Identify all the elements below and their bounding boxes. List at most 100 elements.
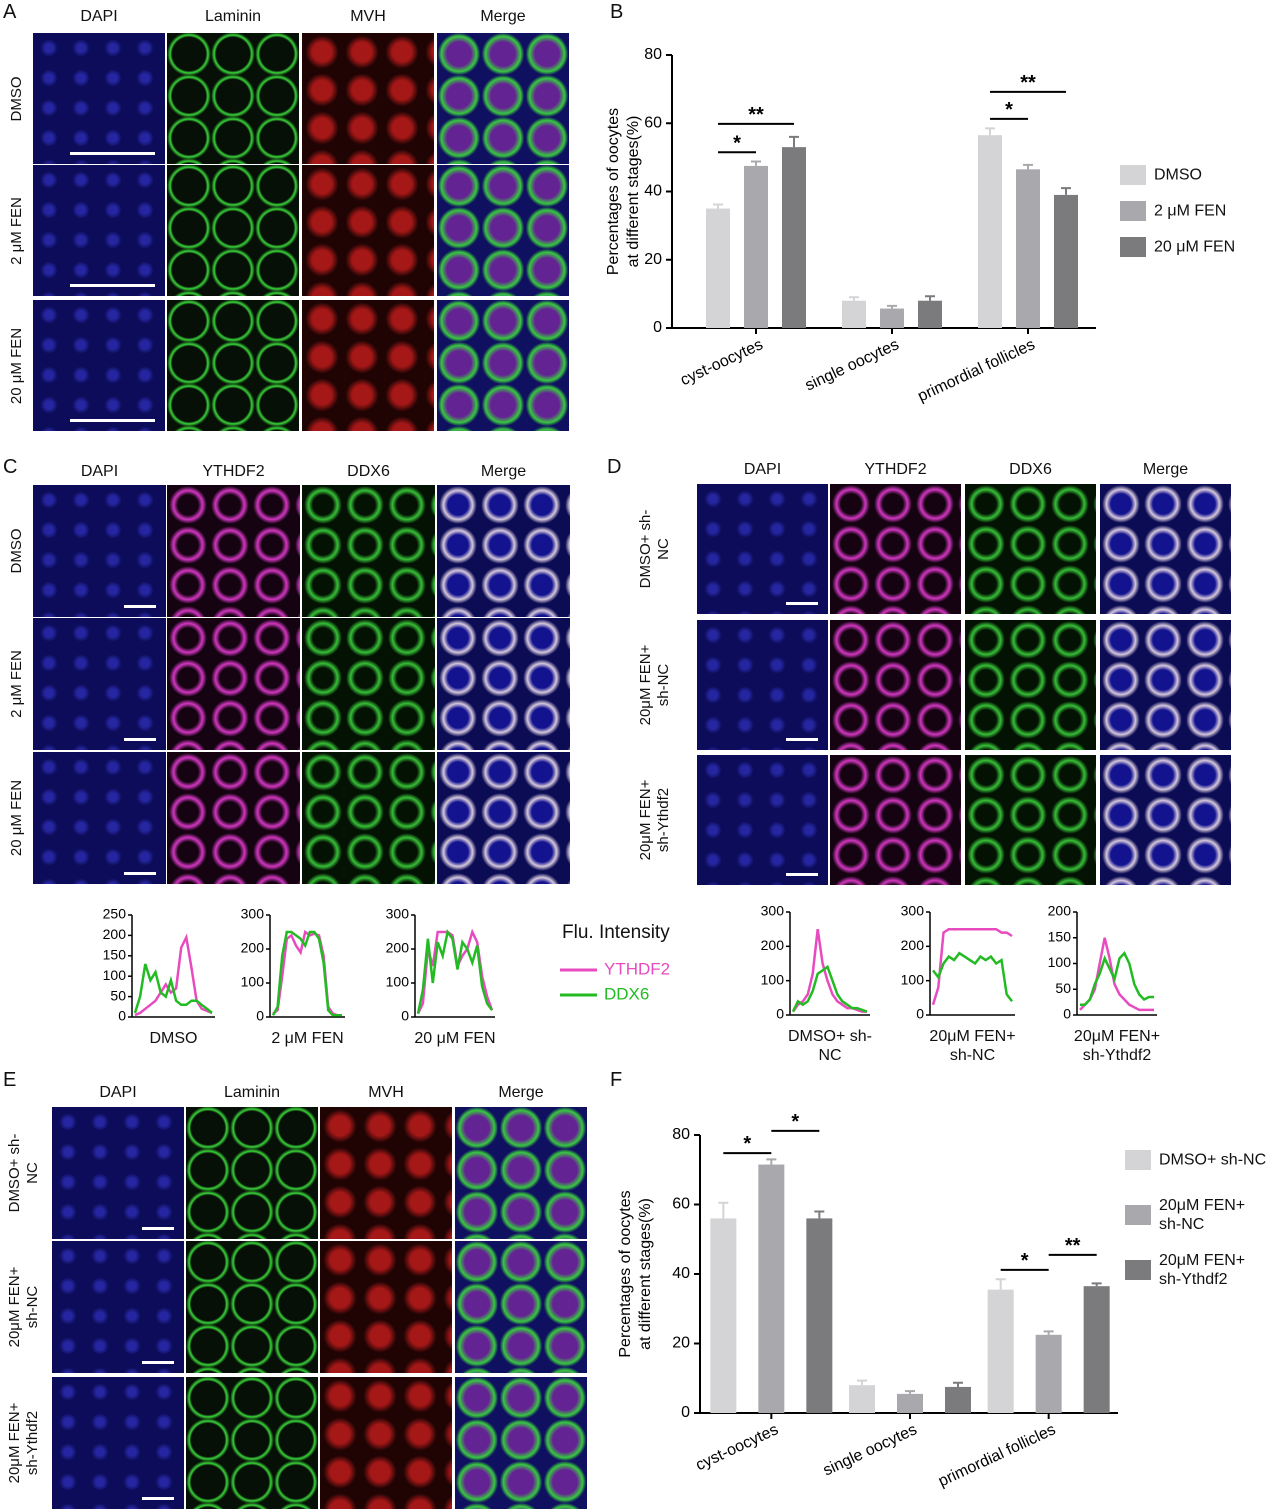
column-header: DAPI: [80, 8, 118, 25]
panel-letter: E: [3, 1069, 17, 1091]
y-tick-label: 20: [672, 1335, 690, 1352]
y-tick-label: 0: [401, 1008, 409, 1024]
row-label: DMSO+ sh-NC: [637, 509, 672, 589]
micrograph: [302, 165, 434, 296]
y-tick-label: 150: [1048, 928, 1072, 944]
column-header: DAPI: [80, 463, 119, 480]
legend-swatch: [1120, 165, 1146, 185]
micrograph: [167, 300, 299, 431]
micrograph: [455, 1241, 587, 1373]
bar: [1035, 1334, 1062, 1413]
micrograph: [437, 485, 570, 617]
panel-letter: F: [610, 1069, 623, 1091]
column-header: Laminin: [223, 1084, 281, 1101]
bar: [849, 1385, 875, 1413]
legend-swatch: [1120, 201, 1146, 221]
panel-letter: C: [3, 456, 18, 478]
error-bar: [1023, 163, 1033, 170]
column-header: YTHDF2: [864, 461, 927, 478]
micrograph: [52, 1377, 184, 1509]
micrograph: [830, 620, 961, 750]
y-tick-label: 100: [761, 971, 785, 987]
chart-title: 20μM FEN+ sh-Ythdf2: [1073, 1028, 1161, 1065]
micrograph: [167, 33, 299, 164]
chart-title: 20 μM FEN: [414, 1030, 496, 1047]
y-tick-label: 0: [118, 1008, 126, 1024]
scale-bar: [786, 602, 818, 605]
bar: [710, 1218, 737, 1413]
bar: [706, 208, 730, 328]
legend-label: 20μM FEN+ sh-Ythdf2: [1159, 1251, 1246, 1288]
micrograph: [167, 165, 299, 296]
intensity-line: [133, 963, 213, 1014]
chart-title: DMSO+ sh-NC: [787, 1028, 872, 1065]
y-tick-label: 200: [386, 940, 410, 956]
error-bar: [713, 203, 723, 209]
y-tick-label: 200: [761, 937, 785, 953]
intensity-line: [931, 927, 1013, 1006]
chart-title: 20μM FEN+ sh-NC: [929, 1028, 1016, 1065]
legend-title: Flu. Intensity: [562, 922, 670, 943]
intensity-line: [1080, 951, 1154, 1006]
micrograph: [302, 618, 435, 750]
error-bar: [1061, 187, 1071, 195]
row-label: 20μM FEN+ sh-NC: [6, 1266, 41, 1348]
y-tick-label: 200: [901, 937, 925, 953]
bar: [987, 1289, 1014, 1413]
micrograph: [697, 484, 828, 614]
y-tick-label: 300: [386, 906, 410, 922]
intensity-line: [416, 928, 494, 1014]
micrograph: [33, 300, 165, 431]
column-header: MVH: [350, 8, 386, 25]
intensity-line: [791, 964, 868, 1013]
error-bar: [718, 1201, 729, 1219]
y-tick-label: 50: [110, 987, 126, 1003]
panel-letter: B: [610, 1, 624, 23]
row-label: DMSO: [8, 76, 25, 121]
legend-label: DDX6: [604, 984, 649, 1003]
micrograph: [437, 165, 569, 296]
micrograph: [830, 755, 961, 885]
micrograph: [697, 755, 828, 885]
micrograph: [302, 33, 434, 164]
scale-bar: [70, 419, 155, 422]
legend-swatch: [1125, 1260, 1151, 1280]
error-bar: [789, 135, 799, 148]
y-tick-label: 100: [103, 967, 127, 983]
column-header: Merge: [480, 8, 526, 25]
column-header: DAPI: [743, 461, 782, 478]
micrograph: [437, 300, 569, 431]
y-tick-label: 0: [916, 1006, 924, 1022]
y-tick-label: 20: [644, 251, 662, 268]
significance-label: *: [1005, 99, 1013, 121]
legend-label: DMSO+ sh-NC: [1159, 1151, 1267, 1169]
scale-bar: [124, 738, 156, 741]
y-tick-label: 60: [644, 114, 662, 131]
legend-swatch: [1125, 1150, 1151, 1170]
legend-swatch: [1125, 1205, 1151, 1225]
micrograph: [1100, 484, 1231, 614]
micrograph: [167, 485, 300, 617]
error-bar: [857, 1379, 867, 1386]
y-axis-label: Percentages of oocytes: [605, 108, 622, 275]
column-header: Merge: [480, 463, 527, 480]
error-bar: [1091, 1282, 1102, 1287]
error-bar: [985, 127, 995, 136]
legend-swatch: [1120, 237, 1146, 257]
micrograph: [830, 484, 961, 614]
micrograph: [52, 1241, 184, 1373]
column-header: Laminin: [204, 8, 262, 25]
y-tick-label: 50: [1055, 980, 1071, 996]
x-tick-label: cyst-oocytes: [678, 336, 766, 389]
error-bar: [905, 1390, 915, 1394]
y-tick-label: 0: [681, 1404, 690, 1421]
y-tick-label: 40: [672, 1265, 690, 1282]
micrograph: [33, 485, 166, 617]
bar: [744, 165, 768, 328]
column-header: DDX6: [1009, 461, 1052, 478]
y-tick-label: 0: [776, 1006, 784, 1022]
y-tick-label: 80: [672, 1126, 690, 1143]
chart-title: DMSO: [149, 1030, 198, 1047]
y-tick-label: 0: [1063, 1006, 1071, 1022]
micrograph: [302, 300, 434, 431]
